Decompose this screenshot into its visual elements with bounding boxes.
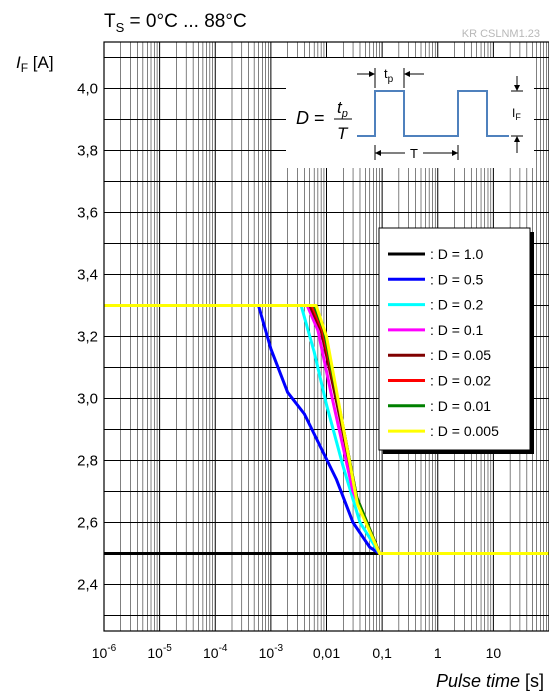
title-prefix: T [104,11,116,32]
x-tick-label: 0,1 [372,645,392,661]
y-tick-label: 3,6 [77,205,98,222]
x-tick-base: 10 [92,645,108,661]
x-tick-base: 0,1 [372,645,392,661]
y-tick-labels: 2,4 2,6 2,8 3,0 3,2 3,4 3,6 3,8 4,0 [77,81,98,594]
legend-label: : D = 0.2 [430,297,484,313]
formula-d: D [296,108,309,128]
x-tick-label: 10-6 [92,643,117,661]
tp-label-p: p [388,74,394,85]
legend-label: : D = 0.005 [430,423,499,439]
x-tick-base: 10 [486,645,502,661]
x-tick-base: 10 [259,645,275,661]
x-tick-exponent: -3 [274,643,283,654]
x-axis-label: Pulse time [s] [436,671,544,691]
x-tick-label: 10-3 [259,643,284,661]
y-tick-label: 3,8 [77,143,98,160]
x-tick-label: 0,01 [313,645,340,661]
x-label-unit: [s] [520,671,544,691]
x-tick-exponent: -6 [107,643,116,654]
x-tick-exponent: -5 [163,643,172,654]
x-tick-base: 10 [203,645,219,661]
y-tick-label: 2,4 [77,577,98,594]
if-label-f: F [515,112,521,122]
x-tick-label: 10-4 [203,643,228,661]
legend-label: : D = 0.5 [430,271,484,287]
y-tick-label: 2,8 [77,453,98,470]
y-tick-label: 3,4 [77,267,98,284]
x-tick-label: 10-5 [147,643,172,661]
period-label: T [410,146,418,161]
x-tick-base: 10 [147,645,163,661]
y-tick-label: 3,0 [77,391,98,408]
y-label-subscript: F [21,61,28,75]
y-tick-label: 3,2 [77,329,98,346]
formula-denominator: T [337,124,349,143]
formula-num-p: p [341,108,348,120]
duty-cycle-inset: D = tp T tp T IF [286,58,534,168]
x-tick-base: 0,01 [313,645,340,661]
title-suffix: = 0°C ... 88°C [124,11,246,32]
x-tick-base: 1 [434,645,442,661]
x-tick-exponent: -4 [219,643,228,654]
legend-label: : D = 0.1 [430,322,484,338]
legend-label: : D = 0.01 [430,398,491,414]
y-axis-label: IF [A] [16,53,54,75]
x-tick-label: 10 [486,645,502,661]
chart-code: KR CSLNM1.23 [462,28,540,40]
legend-label: : D = 1.0 [430,246,484,262]
x-label-main: Pulse time [436,671,520,691]
formula-equals: = [314,108,325,128]
legend: : D = 1.0 : D = 0.5 : D = 0.2 : D = 0.1 : D … [379,228,534,454]
x-tick-label: 1 [434,645,442,661]
y-tick-label: 2,6 [77,515,98,532]
chart-title: TS = 0°C ... 88°C [104,11,247,35]
y-label-unit: [A] [28,53,54,72]
title-subscript: S [116,20,125,35]
legend-label: : D = 0.02 [430,373,491,389]
legend-label: : D = 0.05 [430,347,491,363]
y-tick-label: 4,0 [77,81,98,98]
